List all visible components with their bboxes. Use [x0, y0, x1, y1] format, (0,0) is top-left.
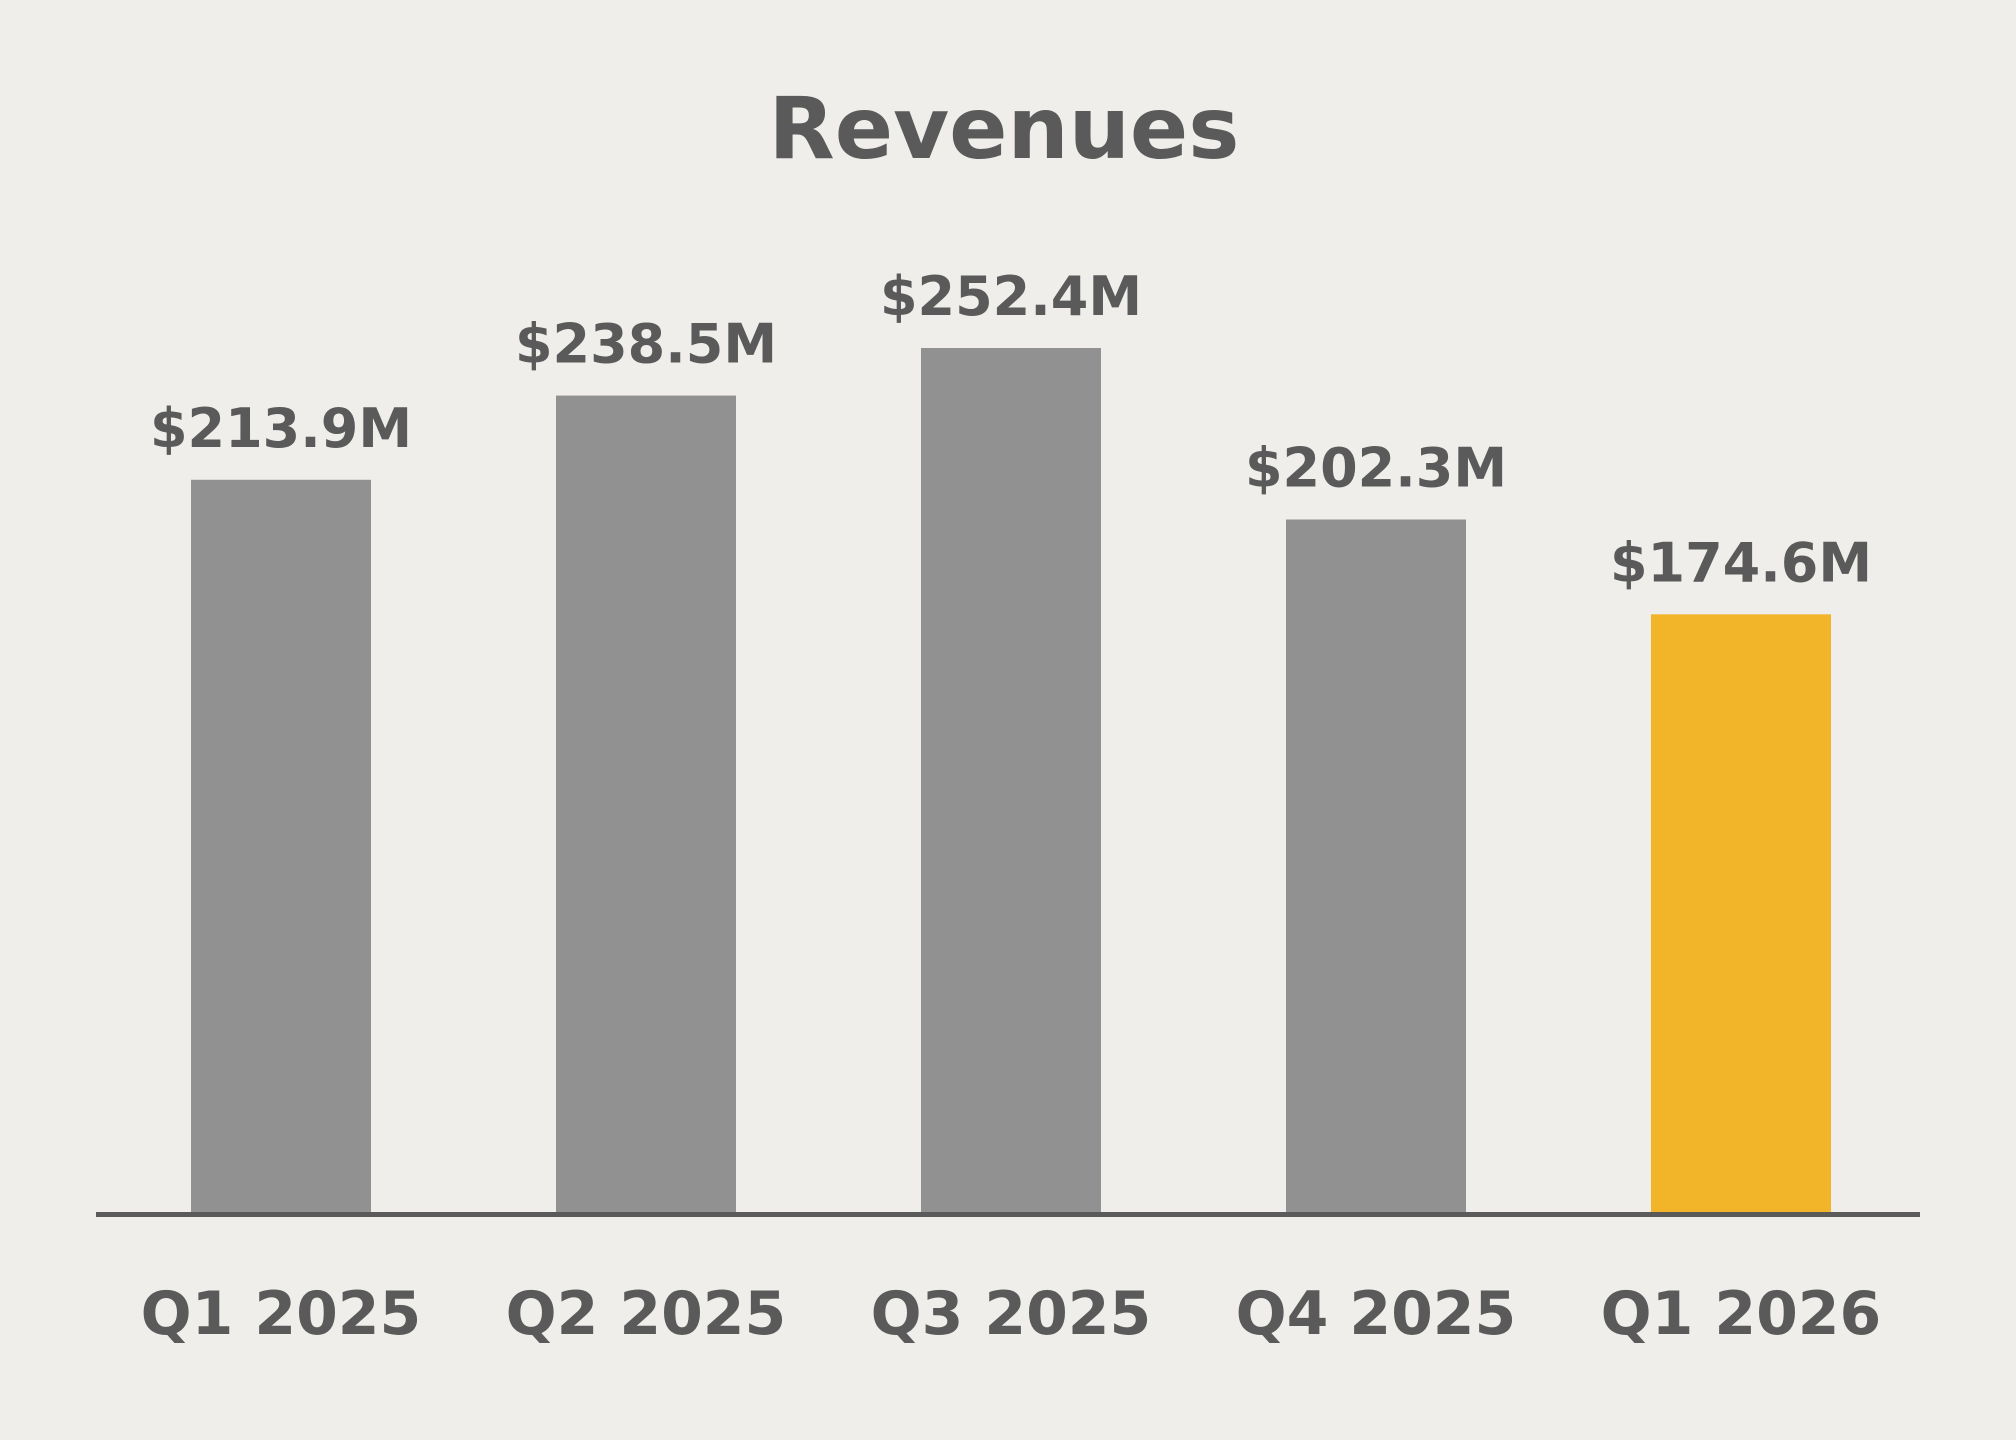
value-labels-group: $213.9M $238.5M $252.4M $202.3M $174.6M [150, 265, 1872, 594]
x-tick-labels: Q1 2025 Q2 2025 Q3 2025 Q4 2025 Q1 2026 [141, 1279, 1882, 1349]
bars-group [191, 348, 1831, 1213]
value-label-q2-2025: $238.5M [515, 313, 777, 376]
bar-q2-2025 [556, 395, 736, 1212]
x-tick-label-q2-2025: Q2 2025 [506, 1279, 787, 1349]
x-tick-label-q1-2026: Q1 2026 [1601, 1279, 1882, 1349]
chart-title: Revenues [769, 79, 1240, 179]
x-tick-label-q3-2025: Q3 2025 [871, 1279, 1152, 1349]
bar-q3-2025 [921, 348, 1101, 1212]
bar-q1-2025 [191, 479, 371, 1213]
x-tick-label-q1-2025: Q1 2025 [141, 1279, 422, 1349]
bar-q1-2026 [1651, 614, 1831, 1212]
x-tick-label-q4-2025: Q4 2025 [1236, 1279, 1517, 1349]
value-label-q3-2025: $252.4M [880, 265, 1142, 328]
bar-q4-2025 [1286, 519, 1466, 1212]
value-label-q4-2025: $202.3M [1245, 436, 1507, 499]
value-label-q1-2026: $174.6M [1610, 531, 1872, 594]
value-label-q1-2025: $213.9M [150, 397, 412, 460]
